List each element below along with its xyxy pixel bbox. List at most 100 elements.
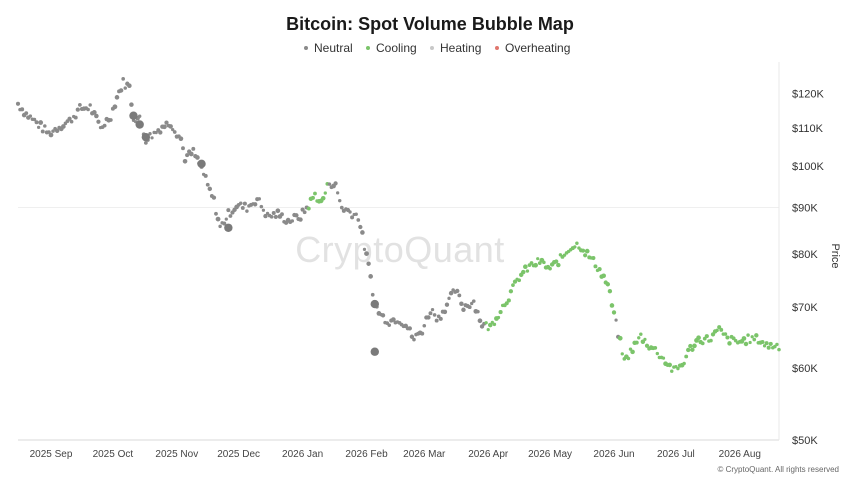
data-point — [171, 127, 175, 132]
y-tick-label: $100K — [792, 161, 824, 173]
data-point — [54, 128, 60, 133]
data-point — [15, 101, 21, 106]
legend-label-neutral: Neutral — [314, 41, 353, 55]
data-point — [442, 309, 448, 315]
data-point — [533, 262, 538, 268]
data-point — [238, 201, 243, 206]
data-point — [696, 335, 701, 341]
data-point — [178, 136, 184, 142]
data-point — [203, 173, 208, 178]
legend-label-overheating: Overheating — [505, 41, 570, 55]
data-point — [754, 333, 759, 338]
data-point — [257, 197, 261, 201]
data-point — [746, 333, 750, 337]
data-point — [512, 279, 518, 284]
data-point — [605, 282, 611, 287]
data-point — [536, 257, 540, 261]
data-point — [336, 191, 340, 195]
data-point — [224, 217, 228, 221]
data-point — [573, 245, 577, 249]
data-point — [554, 259, 559, 264]
data-point — [584, 248, 590, 254]
large-data-point — [129, 111, 138, 120]
data-point — [191, 146, 196, 151]
data-point — [511, 283, 515, 287]
data-point — [181, 146, 185, 151]
data-point — [380, 313, 386, 318]
data-point — [188, 151, 194, 157]
data-point — [34, 120, 39, 125]
data-point — [78, 102, 82, 107]
data-point — [766, 345, 771, 350]
data-point — [158, 130, 163, 135]
data-point — [630, 349, 635, 355]
data-point — [38, 120, 44, 125]
data-point — [43, 124, 47, 128]
data-point — [704, 334, 709, 339]
data-point — [228, 214, 233, 218]
data-point — [448, 290, 454, 296]
data-point — [252, 202, 258, 207]
y-tick-label: $50K — [792, 435, 818, 447]
data-point — [667, 362, 672, 368]
data-point — [320, 195, 326, 201]
data-point — [611, 310, 617, 315]
data-point — [432, 313, 437, 317]
legend-item-cooling[interactable]: Cooling — [366, 41, 417, 55]
x-tick-label: 2026 Apr — [468, 449, 509, 460]
data-point — [477, 318, 483, 324]
data-point — [498, 310, 503, 315]
large-data-point — [141, 132, 151, 142]
data-point — [354, 212, 358, 216]
data-point — [366, 261, 371, 266]
data-point — [348, 210, 352, 214]
data-point — [562, 253, 567, 257]
legend-marker-overheating — [495, 46, 499, 50]
data-point — [591, 256, 596, 261]
data-point — [390, 317, 396, 322]
data-point — [310, 195, 315, 200]
y-axis-title: Price — [829, 243, 841, 268]
data-point — [162, 124, 167, 130]
legend-item-neutral[interactable]: Neutral — [304, 41, 353, 55]
data-point — [108, 118, 113, 122]
legend-marker-cooling — [366, 46, 370, 50]
data-point — [447, 296, 451, 300]
data-point — [114, 95, 120, 100]
data-point — [637, 336, 641, 340]
data-point — [438, 316, 443, 321]
data-point — [298, 217, 303, 222]
data-point — [692, 343, 697, 349]
data-point — [777, 347, 781, 352]
data-point — [300, 207, 305, 212]
data-point — [670, 369, 674, 373]
data-point — [420, 331, 425, 336]
legend-item-overheating[interactable]: Overheating — [495, 41, 570, 55]
data-point — [118, 88, 124, 93]
data-point — [548, 266, 552, 271]
data-point — [358, 224, 363, 230]
data-point — [36, 125, 41, 129]
data-point — [583, 253, 588, 258]
x-tick-label: 2026 Aug — [719, 449, 761, 460]
data-point — [129, 102, 134, 107]
large-data-point — [370, 299, 379, 309]
data-point — [137, 114, 142, 118]
data-point — [32, 117, 37, 122]
data-point — [61, 124, 66, 129]
data-point — [743, 341, 749, 347]
data-point — [723, 332, 728, 336]
x-tick-label: 2026 Feb — [345, 449, 388, 460]
data-point — [428, 311, 433, 316]
data-point — [75, 107, 80, 112]
y-tick-label: $70K — [792, 302, 818, 314]
data-point — [487, 322, 493, 328]
legend-item-heating[interactable]: Heating — [430, 41, 481, 55]
data-point — [741, 336, 747, 341]
data-point — [504, 301, 509, 306]
x-tick-label: 2025 Sep — [30, 449, 73, 460]
data-point — [182, 158, 188, 164]
data-point — [143, 140, 148, 145]
data-point — [422, 323, 427, 328]
